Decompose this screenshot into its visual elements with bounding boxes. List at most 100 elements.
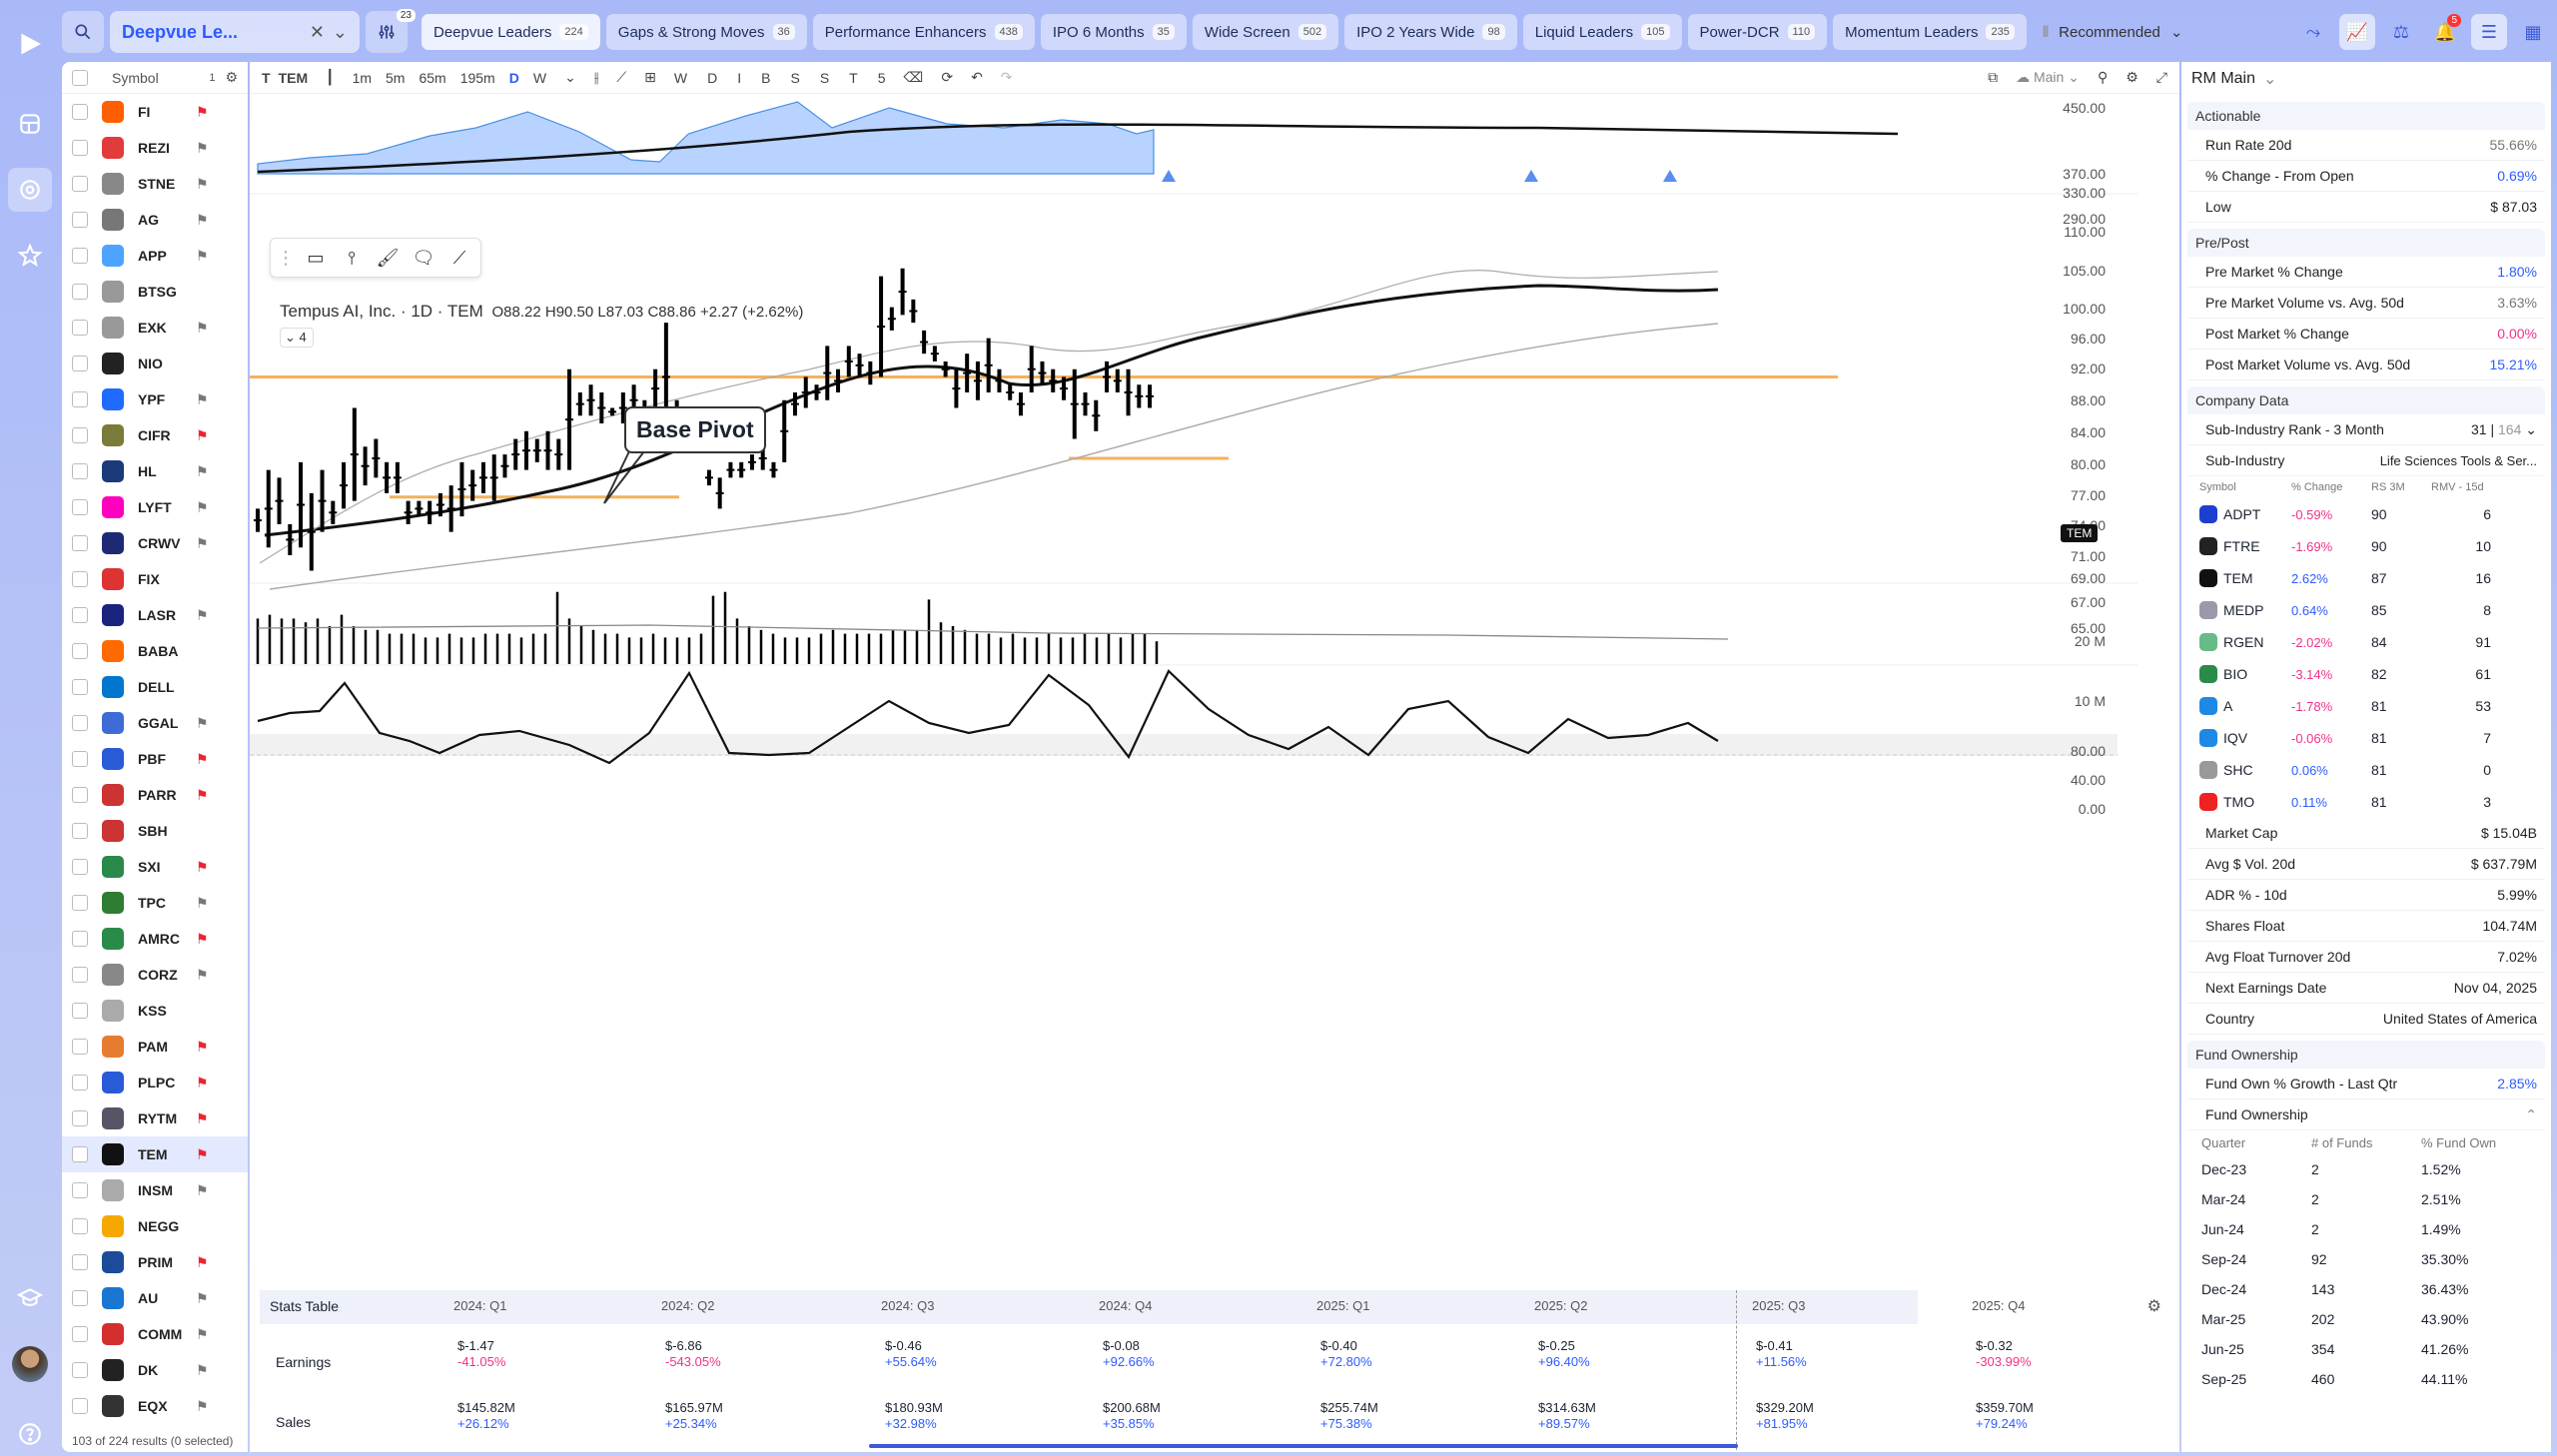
flag-icon[interactable]: ⚑ [196, 534, 209, 551]
peer-row[interactable]: IQV -0.06% 81 7 [2187, 722, 2545, 754]
row-checkbox[interactable] [72, 1110, 88, 1126]
row-checkbox[interactable] [72, 967, 88, 983]
undo-icon[interactable]: ↶ [971, 69, 983, 85]
magnet-icon[interactable]: ⚲ [2097, 69, 2109, 85]
period-button[interactable]: B [761, 69, 771, 86]
row-checkbox[interactable] [72, 1003, 88, 1019]
period-button[interactable]: T [849, 69, 858, 86]
refresh-icon[interactable]: ⟳ [941, 69, 954, 85]
scale-icon[interactable]: ⚖ [2392, 21, 2410, 42]
flag-icon[interactable]: ⚑ [196, 750, 209, 767]
symbol-row[interactable]: AMRC ⚑ [62, 921, 248, 957]
peer-row[interactable]: A -1.78% 81 53 [2187, 690, 2545, 722]
period-button[interactable]: D [707, 69, 718, 86]
flag-icon[interactable]: ⚑ [196, 426, 209, 443]
layout-select[interactable]: ☁ Main ⌄ [2016, 69, 2080, 85]
symbol-row[interactable]: TEM ⚑ [62, 1136, 248, 1172]
symbol-row[interactable]: GGAL ⚑ [62, 705, 248, 741]
symbol-row[interactable]: NIO [62, 346, 248, 381]
app-logo[interactable] [8, 22, 52, 66]
rail-favorites[interactable] [8, 234, 52, 278]
symbol-row[interactable]: CIFR ⚑ [62, 417, 248, 453]
collapse-indicators[interactable]: ⌄ 4 [280, 328, 314, 348]
row-checkbox[interactable] [72, 391, 88, 407]
flag-icon[interactable]: ⚑ [196, 966, 209, 983]
chevron-down-icon[interactable]: ⌄ [2263, 71, 2277, 88]
peer-row[interactable]: MEDP 0.64% 85 8 [2187, 594, 2545, 626]
row-checkbox[interactable] [72, 1326, 88, 1342]
row-checkbox[interactable] [72, 499, 88, 515]
symbol-row[interactable]: SXI ⚑ [62, 849, 248, 885]
tab-power-dcr[interactable]: Power-DCR 110 [1687, 14, 1828, 50]
peer-row[interactable]: SHC 0.06% 81 0 [2187, 754, 2545, 786]
interval-195m[interactable]: 195m [459, 69, 495, 86]
peer-header[interactable]: % Change [2291, 481, 2343, 493]
flag-icon[interactable]: ⚑ [196, 175, 209, 192]
eraser-icon[interactable]: ⌫ [903, 69, 924, 85]
peer-header[interactable]: RS 3M [2371, 481, 2405, 493]
chart-view-icon[interactable]: 📈 [2339, 14, 2375, 50]
interval-65m[interactable]: 65m [419, 69, 446, 86]
panel-title[interactable]: RM Main [2191, 70, 2256, 87]
peer-row[interactable]: RGEN -2.02% 84 91 [2187, 626, 2545, 658]
redo-icon[interactable]: ↷ [1000, 69, 1013, 85]
symbol-row[interactable]: PAM ⚑ [62, 1029, 248, 1065]
chart-settings-icon[interactable]: ⚙ [2126, 69, 2138, 85]
layout-icon[interactable]: ⧉ [1988, 69, 1999, 85]
search-button[interactable] [62, 11, 104, 53]
flag-icon[interactable]: ⚑ [196, 930, 209, 947]
tab-ipo-6-months[interactable]: IPO 6 Months 35 [1040, 14, 1187, 50]
symbol-row[interactable]: DELL [62, 669, 248, 705]
symbol-row[interactable]: PARR ⚑ [62, 777, 248, 813]
symbol-row[interactable]: STNE ⚑ [62, 166, 248, 202]
chart-symbol[interactable]: TEM [278, 69, 309, 86]
row-checkbox[interactable] [72, 356, 88, 371]
symbol-row[interactable]: SBH [62, 813, 248, 849]
user-avatar[interactable] [8, 1342, 52, 1386]
row-checkbox[interactable] [72, 715, 88, 731]
price-chart[interactable]: 450.00 370.00 330.00 290.00 110.00 105.00 100.… [250, 94, 2179, 1345]
settings-icon[interactable]: ⚙ [225, 69, 238, 85]
symbol-row[interactable]: FI ⚑ [62, 94, 248, 130]
row-checkbox[interactable] [72, 463, 88, 479]
flag-icon[interactable]: ⚑ [196, 606, 209, 623]
share-icon[interactable]: ⤳ [2305, 21, 2321, 42]
period-button[interactable]: S [819, 69, 830, 86]
row-checkbox[interactable] [72, 535, 88, 551]
peer-row[interactable]: ADPT -0.59% 90 6 [2187, 498, 2545, 530]
stats-settings-icon[interactable]: ⚙ [2146, 1298, 2161, 1315]
row-checkbox[interactable] [72, 823, 88, 839]
period-button[interactable]: S [790, 69, 800, 86]
row-checkbox[interactable] [72, 1182, 88, 1198]
flag-icon[interactable]: ⚑ [196, 1325, 209, 1342]
stats-scrollbar[interactable] [869, 1444, 1738, 1448]
sub-industry-row[interactable]: Sub-Industry Life Sciences Tools & Ser..… [2187, 445, 2545, 476]
symbol-row[interactable]: COMM ⚑ [62, 1316, 248, 1352]
row-checkbox[interactable] [72, 1290, 88, 1306]
row-checkbox[interactable] [72, 931, 88, 947]
rectangle-tool-icon[interactable]: ▭ [307, 247, 325, 268]
row-checkbox[interactable] [72, 679, 88, 695]
flag-icon[interactable]: ⚑ [196, 139, 209, 156]
flag-icon[interactable]: ⚑ [196, 247, 209, 264]
symbol-row[interactable]: INSM ⚑ [62, 1172, 248, 1208]
symbol-row[interactable]: CRWV ⚑ [62, 525, 248, 561]
row-checkbox[interactable] [72, 751, 88, 767]
flag-icon[interactable]: ⚑ [196, 319, 209, 336]
symbol-row[interactable]: LASR ⚑ [62, 597, 248, 633]
flag-icon[interactable]: ⚑ [196, 786, 209, 803]
tab-momentum-leaders[interactable]: Momentum Leaders 235 [1833, 14, 2027, 50]
tab-gaps-strong-moves[interactable]: Gaps & Strong Moves 36 [605, 14, 807, 50]
row-checkbox[interactable] [72, 607, 88, 623]
fib-tool-icon[interactable]: ⫯ [348, 247, 356, 268]
comment-tool-icon[interactable]: 🗨 [412, 247, 435, 268]
period-button[interactable]: 5 [877, 69, 886, 86]
clear-icon[interactable]: ✕ [309, 21, 325, 42]
row-checkbox[interactable] [72, 787, 88, 803]
symbol-row[interactable]: EQX ⚑ [62, 1388, 248, 1424]
symbol-row[interactable]: DK ⚑ [62, 1352, 248, 1388]
base-pivot-annotation[interactable]: Base Pivot [624, 406, 766, 453]
row-checkbox[interactable] [72, 1218, 88, 1234]
flag-icon[interactable]: ⚑ [196, 390, 209, 407]
